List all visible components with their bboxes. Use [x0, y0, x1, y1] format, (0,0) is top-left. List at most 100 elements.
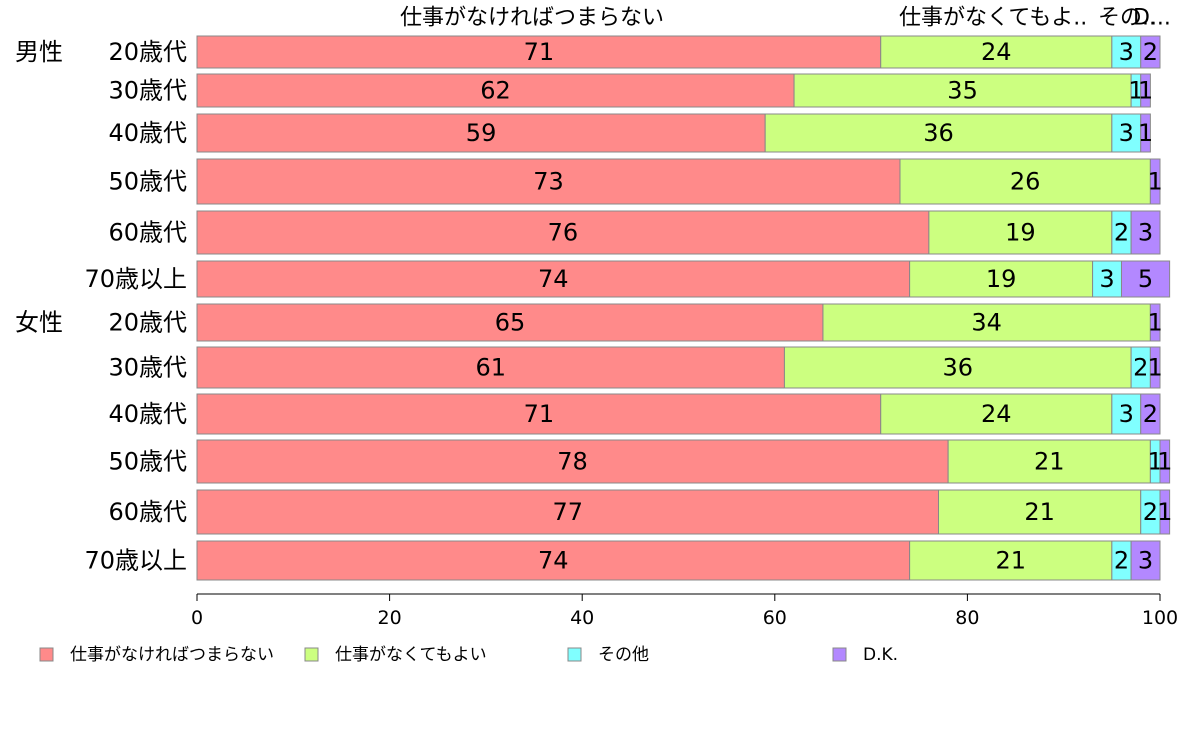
- row-label: 70歳以上: [84, 265, 187, 293]
- data-label: 1: [1148, 168, 1163, 196]
- data-label: 5: [1138, 265, 1153, 293]
- bar-segment: [1159, 489, 1171, 535]
- row-label: 30歳代: [108, 354, 187, 382]
- bar-segment: [196, 73, 795, 108]
- data-label: 2: [1114, 547, 1129, 575]
- top-series-label: その..: [1098, 6, 1156, 31]
- row-label: 70歳以上: [84, 547, 187, 575]
- bar-segment: [909, 260, 1094, 298]
- row-labels: 20歳代 30歳代 40歳代 50歳代 60歳代 70歳以上 20歳代 30歳代 40歳代 50歳…: [84, 38, 187, 575]
- bar-segment: [196, 393, 882, 435]
- data-label: 59: [466, 119, 497, 147]
- bar-segment: [196, 35, 882, 69]
- x-tick-label: 60: [763, 607, 787, 629]
- bar-segment: [196, 540, 911, 581]
- data-label: 74: [538, 547, 569, 575]
- bar-segment: [1140, 35, 1161, 69]
- data-label: 19: [1005, 219, 1036, 247]
- bar-segment: [880, 35, 1113, 69]
- x-tick-label: 0: [191, 607, 203, 629]
- row-label: 60歳代: [108, 498, 187, 526]
- data-label: 1: [1157, 498, 1172, 526]
- data-label: 1: [1128, 77, 1143, 105]
- bar-segment: [764, 113, 1113, 153]
- bar-segment: [1111, 35, 1142, 69]
- data-label: 71: [524, 400, 555, 428]
- data-label: 3: [1138, 219, 1153, 247]
- data-label: 62: [480, 77, 511, 105]
- bar-segment: [822, 303, 1151, 342]
- bar-segment: [196, 346, 785, 389]
- bar-segment: [196, 113, 766, 153]
- row-label: 20歳代: [108, 38, 187, 66]
- bar-segment: [909, 540, 1113, 581]
- data-label: 1: [1148, 448, 1163, 476]
- bar-segment: [1130, 210, 1161, 255]
- row-label: 20歳代: [108, 309, 187, 337]
- bar-segment: [196, 303, 824, 342]
- data-label: 36: [942, 354, 973, 382]
- data-label: 2: [1143, 38, 1158, 66]
- data-label: 3: [1138, 547, 1153, 575]
- bar-segment: [196, 439, 949, 484]
- bar-segment: [928, 210, 1113, 255]
- legend-entry: D.K.: [863, 645, 898, 665]
- data-label: 77: [552, 498, 583, 526]
- bar-segment: [793, 73, 1132, 108]
- data-label: 3: [1119, 400, 1134, 428]
- bar-segment: [196, 260, 911, 298]
- legend-swatch: [832, 647, 847, 662]
- data-label: 2: [1143, 498, 1158, 526]
- x-axis: 0 20 40 60 80 100: [191, 593, 1178, 629]
- data-label: 65: [495, 309, 526, 337]
- legend-entry: その他: [598, 645, 649, 665]
- bar-segment: [1130, 540, 1161, 581]
- legend-swatch: [567, 647, 582, 662]
- data-label: 35: [947, 77, 978, 105]
- x-tick-label: 20: [378, 607, 402, 629]
- data-label: 36: [923, 119, 954, 147]
- bar-segment: [899, 158, 1151, 205]
- top-series-label: 仕事がなくてもよ..: [899, 6, 1087, 31]
- x-tick-label: 100: [1142, 607, 1178, 629]
- legend-entry: 仕事がなくてもよい: [335, 645, 487, 665]
- data-label: 73: [533, 168, 564, 196]
- data-label: 3: [1119, 38, 1134, 66]
- data-label: 26: [1010, 168, 1041, 196]
- data-label: 3: [1119, 119, 1134, 147]
- data-label: 78: [557, 448, 588, 476]
- bar-segment: [938, 489, 1142, 535]
- row-label: 30歳代: [108, 77, 187, 105]
- data-label: 1: [1157, 448, 1172, 476]
- top-series-labels: 仕事がなければつまらない 仕事がなくてもよ.. その..D...: [400, 6, 1171, 31]
- group-label: 男性: [15, 38, 63, 66]
- x-tick-label: 40: [570, 607, 594, 629]
- data-label: 19: [986, 265, 1017, 293]
- bar-segment: [783, 346, 1132, 389]
- data-label: 74: [538, 265, 569, 293]
- bar-segment: [1149, 303, 1161, 342]
- data-label: 21: [1034, 448, 1065, 476]
- data-label: 24: [981, 38, 1012, 66]
- row-label: 40歳代: [108, 400, 187, 428]
- data-label: 34: [971, 309, 1002, 337]
- row-label: 50歳代: [108, 168, 187, 196]
- data-label: 21: [995, 547, 1026, 575]
- data-label: 1: [1138, 119, 1153, 147]
- data-label: 2: [1133, 354, 1148, 382]
- row-label: 60歳代: [108, 219, 187, 247]
- data-label: 21: [1024, 498, 1055, 526]
- data-label: 24: [981, 400, 1012, 428]
- row-label: 50歳代: [108, 448, 187, 476]
- top-series-label: D...: [1133, 6, 1171, 31]
- bar-segment: [1092, 260, 1122, 298]
- bar-segment: [196, 210, 930, 255]
- legend: 仕事がなければつまらない 仕事がなくてもよい その他 D.K.: [39, 645, 898, 665]
- data-label: 3: [1099, 265, 1114, 293]
- bar-segment: [1159, 439, 1171, 484]
- data-label: 61: [475, 354, 506, 382]
- legend-swatch: [304, 647, 319, 662]
- bar-segment: [1149, 346, 1161, 389]
